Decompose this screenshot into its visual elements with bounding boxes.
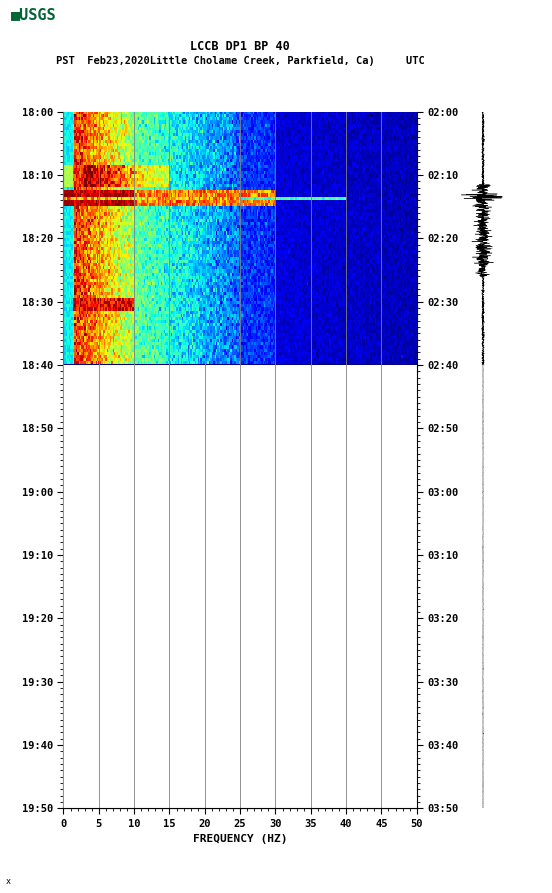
Text: PST  Feb23,2020Little Cholame Creek, Parkfield, Ca)     UTC: PST Feb23,2020Little Cholame Creek, Park… bbox=[56, 56, 424, 66]
X-axis label: FREQUENCY (HZ): FREQUENCY (HZ) bbox=[193, 834, 288, 844]
Text: x: x bbox=[6, 877, 10, 886]
Text: ■USGS: ■USGS bbox=[11, 7, 57, 22]
Text: LCCB DP1 BP 40: LCCB DP1 BP 40 bbox=[190, 40, 290, 54]
Bar bbox=[63, 365, 417, 808]
